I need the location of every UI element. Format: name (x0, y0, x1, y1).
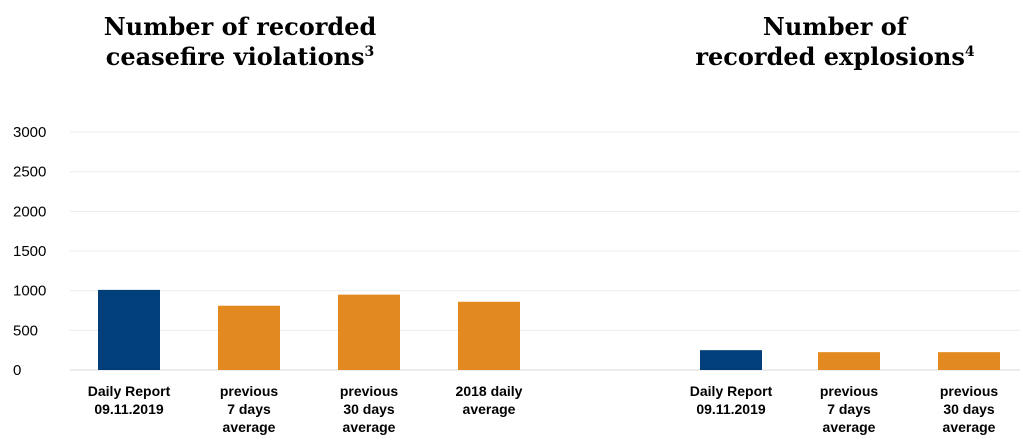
ceasefire-violations-bar (218, 305, 280, 370)
y-tick-label: 1000 (13, 283, 46, 300)
category-label-line: average (823, 419, 876, 435)
y-tick-label: 2500 (13, 164, 46, 181)
category-label-line: 09.11.2019 (94, 401, 164, 417)
chart-title-text: ceasefire violations (105, 42, 365, 71)
ceasefire-violations-bar (338, 294, 400, 370)
explosions-bar (818, 352, 880, 370)
ceasefire-violations-bar (458, 301, 520, 370)
ceasefire-violations-bar (98, 289, 160, 370)
category-label-line: average (223, 419, 276, 435)
category-label-line: Daily Report (88, 383, 171, 399)
explosions-category-label: previous 30 days average (940, 383, 999, 435)
category-label-line: 09.11.2019 (696, 401, 766, 417)
category-label-line: Daily Report (690, 383, 773, 399)
grid-lines (70, 131, 1020, 371)
category-label-line: 2018 daily (456, 383, 523, 399)
explosions-bar (938, 352, 1000, 370)
chart-title-explosions: Number of recorded explosions4 (650, 12, 1020, 72)
chart-title-text: recorded explosions (695, 42, 965, 71)
y-tick-label: 1500 (13, 243, 46, 260)
category-label-line: average (343, 419, 396, 435)
category-label-line: average (463, 401, 516, 417)
footnote-marker: 3 (364, 44, 375, 60)
chart-title-ceasefire-violations: Number of recorded ceasefire violations3 (60, 12, 420, 72)
ceasefire-violations-category-label: 2018 daily average (456, 383, 523, 417)
category-label-line: 30 days (343, 401, 395, 417)
chart-title-line-2: recorded explosions4 (650, 42, 1020, 72)
ceasefire-violations-category-label: previous 30 days average (340, 383, 399, 435)
category-label-line: previous (940, 383, 999, 399)
y-tick-label: 500 (13, 322, 38, 339)
category-label-line: average (943, 419, 996, 435)
ceasefire-violations-category-label: Daily Report 09.11.2019 (88, 383, 171, 417)
chart-title-line-2: ceasefire violations3 (60, 42, 420, 72)
explosions-category-label: previous 7 days average (820, 383, 879, 435)
chart-title-line-1: Number of (762, 12, 908, 41)
category-label-line: 7 days (827, 401, 871, 417)
category-label-line: previous (340, 383, 399, 399)
explosions-bar (700, 350, 762, 370)
explosions-category-label: Daily Report 09.11.2019 (690, 383, 773, 417)
category-label-line: previous (820, 383, 879, 399)
bars (98, 289, 1000, 370)
y-tick-label: 0 (13, 362, 21, 379)
category-label-line: 7 days (227, 401, 271, 417)
category-label-line: 30 days (943, 401, 995, 417)
category-labels: Daily Report 09.11.2019 previous 7 days aver… (88, 383, 999, 435)
y-axis-tick-labels: 0 500 1000 1500 2000 2500 3000 (13, 124, 46, 379)
category-label-line: previous (220, 383, 279, 399)
ceasefire-violations-category-label: previous 7 days average (220, 383, 279, 435)
chart-title-line-1: Number of recorded (103, 12, 377, 41)
footnote-marker: 4 (964, 44, 975, 60)
y-tick-label: 3000 (13, 124, 46, 141)
y-tick-label: 2000 (13, 203, 46, 220)
